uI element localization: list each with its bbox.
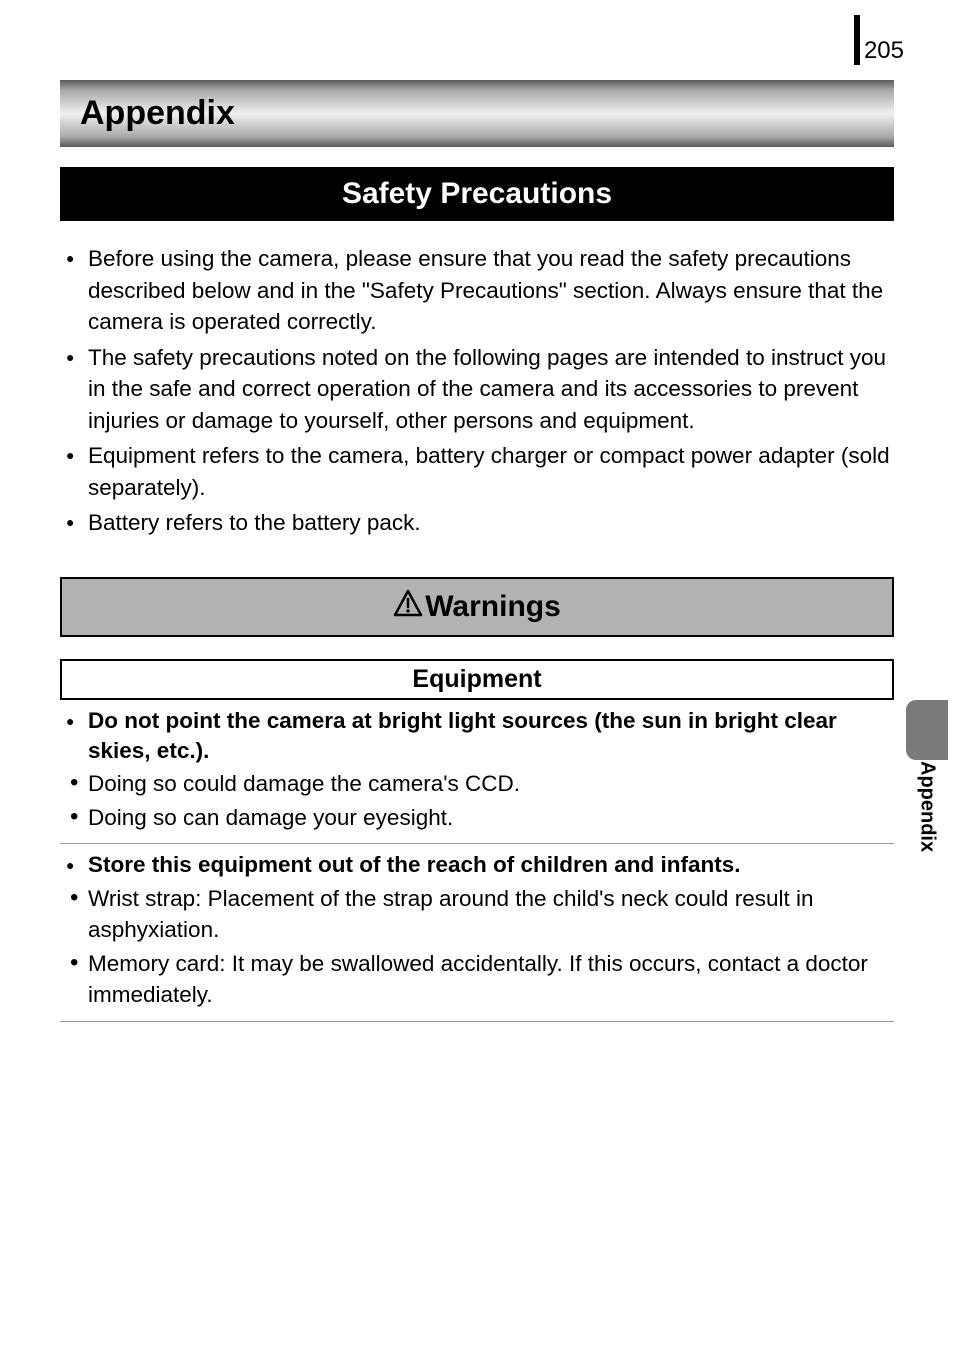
warnings-title: Warnings [393, 589, 561, 625]
chapter-header: Appendix [60, 80, 894, 147]
warning-block: Do not point the camera at bright light … [60, 700, 894, 845]
page-number: 205 [864, 37, 904, 65]
warning-sub-item: Doing so could damage the camera's CCD. [64, 768, 890, 800]
side-tab-label: Appendix [916, 761, 939, 852]
intro-bullet-list: Before using the camera, please ensure t… [60, 243, 894, 539]
warning-sub-item: Wrist strap: Placement of the strap arou… [64, 883, 890, 946]
corner-decoration-bar [854, 15, 860, 65]
intro-bullet: The safety precautions noted on the foll… [64, 342, 890, 437]
warning-block: Store this equipment out of the reach of… [60, 844, 894, 1021]
warning-heading: Store this equipment out of the reach of… [64, 850, 890, 880]
chapter-title: Appendix [80, 94, 874, 133]
subsection-header-box: Equipment [60, 659, 894, 700]
warning-sub-item: Doing so can damage your eyesight. [64, 802, 890, 834]
page-container: 205 Appendix Safety Precautions Before u… [0, 0, 954, 1042]
subsection-title: Equipment [62, 665, 892, 694]
warnings-header-box: Warnings [60, 577, 894, 637]
warning-heading: Do not point the camera at bright light … [64, 706, 890, 767]
intro-bullet: Before using the camera, please ensure t… [64, 243, 890, 338]
page-number-corner: 205 [854, 15, 904, 65]
intro-bullet: Battery refers to the battery pack. [64, 507, 890, 539]
side-tab-indicator [906, 700, 948, 760]
warning-triangle-icon [393, 589, 423, 625]
side-tab-label-box: Appendix [906, 755, 948, 864]
warning-sub-item: Memory card: It may be swallowed acciden… [64, 948, 890, 1011]
warnings-title-text: Warnings [425, 590, 561, 624]
intro-bullet: Equipment refers to the camera, battery … [64, 440, 890, 503]
section-title: Safety Precautions [60, 177, 894, 211]
section-header: Safety Precautions [60, 167, 894, 221]
